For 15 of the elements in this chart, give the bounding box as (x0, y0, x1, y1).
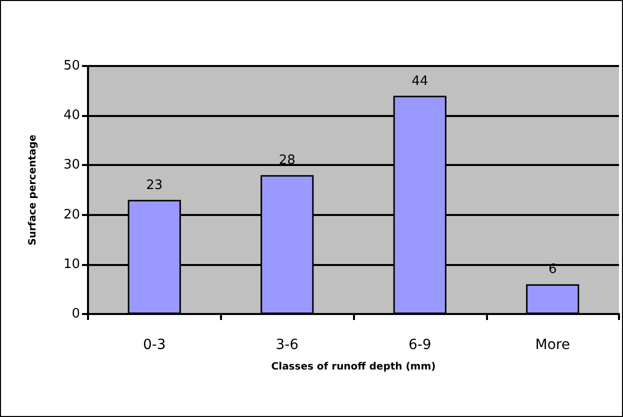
x-tick-label: 6-9 (408, 337, 432, 353)
y-tick-label: 50 (63, 58, 80, 74)
data-label: 28 (278, 153, 296, 168)
y-tick-label: 0 (72, 306, 80, 322)
x-tick-label: 3-6 (276, 337, 299, 353)
x-tick-label: 0-3 (142, 337, 166, 353)
y-tick-label: 40 (63, 108, 80, 124)
data-label: 23 (146, 178, 163, 193)
y-axis-title: Surface percentage (28, 134, 38, 246)
x-axis-title: Classes of runoff depth (mm) (271, 362, 436, 372)
y-tick-label: 30 (63, 158, 80, 173)
x-tick-label: More (535, 337, 570, 353)
y-tick-label: 10 (63, 256, 80, 272)
data-label: 44 (412, 74, 428, 89)
y-tick-label: 20 (63, 207, 80, 222)
